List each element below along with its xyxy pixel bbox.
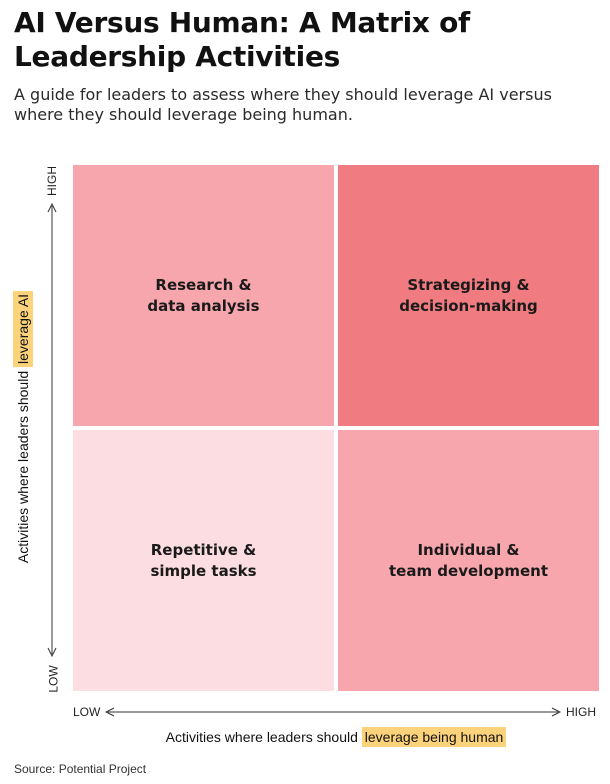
subtitle: A guide for leaders to assess where they… (14, 85, 604, 125)
quadrant-top-right-line-2: decision-making (399, 296, 538, 315)
x-axis-label: Activities where leaders should leverage… (0, 727, 610, 747)
quadrant-bottom-left-line-1: Repetitive & (150, 540, 257, 559)
quadrant-bottom-left: Repetitive & simple tasks (73, 430, 334, 691)
y-axis-label-text: Activities where leaders should leverage… (13, 290, 33, 564)
subtitle-line-1: A guide for leaders to assess where they… (14, 85, 552, 104)
y-axis-label-highlight: leverage AI (13, 290, 33, 367)
y-axis-low-tick: LOW (46, 665, 61, 693)
x-axis-label-highlight: leverage being human (361, 727, 507, 747)
x-axis-arrow-right-icon (551, 707, 562, 717)
quadrant-top-right: Strategizing & decision-making (338, 165, 599, 426)
y-axis-arrow-down-icon (47, 647, 57, 658)
page-title: AI Versus Human: A Matrix of Leadership … (14, 6, 604, 74)
title-line-1: AI Versus Human: A Matrix of (14, 6, 470, 39)
source-note: Source: Potential Project (14, 762, 147, 776)
quadrant-top-left-line-1: Research & (155, 275, 252, 294)
quadrant-top-left-line-2: data analysis (147, 296, 260, 315)
title-line-2: Leadership Activities (14, 40, 340, 73)
quadrant-bottom-right-line-1: Individual & (417, 540, 520, 559)
quadrant-top-right-line-1: Strategizing & (407, 275, 530, 294)
quadrant-bottom-right-line-2: team development (388, 561, 549, 580)
y-axis-arrow-up-icon (47, 202, 57, 213)
quadrant-top-left-label: Research & data analysis (147, 275, 259, 317)
y-axis-label-prefix: Activities where leaders should (15, 366, 31, 564)
quadrant-top-right-label: Strategizing & decision-making (399, 275, 538, 317)
x-axis-label-prefix: Activities where leaders should (165, 729, 362, 745)
quadrant-bottom-left-line-2: simple tasks (150, 561, 257, 580)
quadrant-bottom-left-label: Repetitive & simple tasks (150, 540, 256, 582)
subtitle-line-2: where they should leverage being human. (14, 105, 353, 124)
x-axis-low-tick: LOW (73, 705, 101, 719)
quadrant-top-left: Research & data analysis (73, 165, 334, 426)
quadrant-bottom-right-label: Individual & team development (389, 540, 548, 582)
quadrant-bottom-right: Individual & team development (338, 430, 599, 691)
x-axis-arrow-left-icon (104, 707, 115, 717)
y-axis-high-tick: HIGH (45, 166, 59, 196)
x-axis-high-tick: HIGH (566, 705, 596, 719)
